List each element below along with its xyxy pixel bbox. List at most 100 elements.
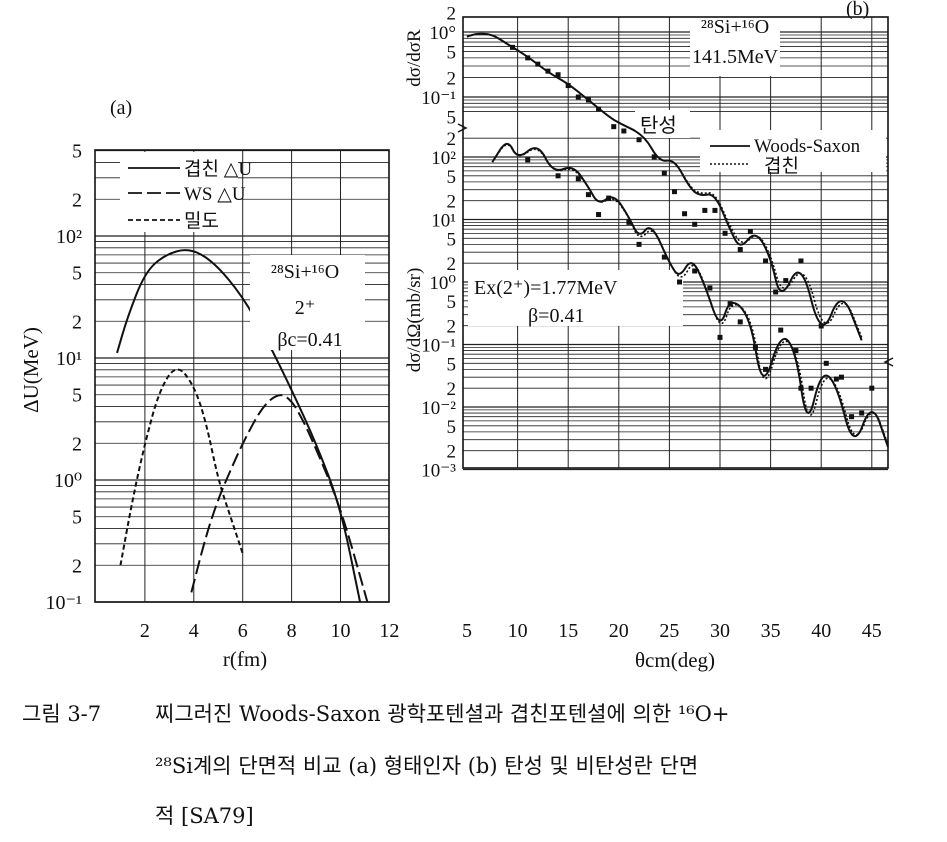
- data-point: [671, 189, 677, 195]
- annotation-background: [468, 270, 683, 326]
- inelastic-overlap-curve: [491, 144, 889, 445]
- data-point: [747, 229, 753, 235]
- data-point: [737, 247, 743, 253]
- annotation-background: [635, 110, 690, 138]
- y-tick-label: 5: [72, 263, 82, 285]
- y-tick-label-inelastic: 5: [447, 354, 457, 375]
- x-tick-label: 30: [710, 620, 730, 642]
- panel-a-state: 2⁺: [295, 297, 316, 319]
- y-tick-label-inelastic: 10⁻¹: [421, 336, 456, 357]
- y-tick-label-elastic: 2: [447, 3, 457, 24]
- y-tick-label-inelastic: 5: [447, 292, 457, 313]
- y-tick-label: 10²: [56, 226, 82, 248]
- panel-b-curves: [466, 32, 889, 448]
- legend-ws-label: WS △U: [184, 184, 246, 205]
- panel-b-xlabel: θcm(deg): [635, 648, 715, 672]
- y-tick-label: 10⁻¹: [45, 592, 82, 614]
- caption-line-3: 적 [SA79]: [155, 804, 254, 828]
- data-point: [798, 258, 804, 264]
- y-tick-label-inelastic: 10⁰: [429, 273, 456, 294]
- y-tick-label: 2: [72, 555, 82, 577]
- legend-overlap-label: 겹친: [764, 155, 799, 177]
- annotation-background: [250, 255, 365, 350]
- panel-b-ylabel-inelastic: dσ/dΩ(mb/sr): [404, 268, 425, 373]
- data-point: [727, 301, 733, 307]
- data-point: [859, 410, 865, 416]
- data-point: [626, 219, 632, 225]
- y-tick-label-inelastic: 5: [447, 167, 457, 188]
- y-tick-label-inelastic: 10⁻³: [421, 461, 456, 482]
- data-point: [661, 170, 667, 176]
- data-point: [535, 61, 541, 67]
- y-tick-label-elastic: 5: [447, 43, 457, 64]
- figure-number: 그림 3-7: [22, 702, 102, 726]
- data-point: [636, 241, 642, 247]
- data-point: [692, 268, 698, 274]
- data-point: [661, 254, 667, 260]
- data-point: [585, 97, 591, 103]
- data-point: [510, 44, 516, 50]
- x-tick-label: 25: [659, 620, 679, 642]
- panel-a: 2 4 6 8 10 12 5 2 10² 5 2 10¹ 5 2 10⁰ 5 2 10⁻¹ (a) ΔU(MeV…: [19, 97, 399, 671]
- data-point: [555, 72, 561, 78]
- panel-a-beta: βc=0.41: [277, 329, 342, 351]
- x-tick-label: 45: [862, 620, 882, 642]
- x-tick-label: 20: [609, 620, 629, 642]
- scale-break-right: [883, 357, 894, 367]
- excitation-energy: Ex(2⁺)=1.77MeV: [474, 277, 618, 299]
- x-tick-label: 10: [508, 620, 528, 642]
- panel-a-reaction: ²⁸Si+¹⁶O: [271, 261, 339, 283]
- x-tick-label: 4: [189, 620, 199, 642]
- data-point: [677, 279, 683, 285]
- data-point: [798, 385, 804, 391]
- data-point: [833, 376, 839, 382]
- data-point: [525, 157, 531, 163]
- data-point: [621, 128, 627, 134]
- data-point: [717, 334, 723, 340]
- panel-a-ticks: 2 4 6 8 10 12 5 2 10² 5 2 10¹ 5 2 10⁰ 5 2 10⁻¹: [45, 141, 399, 642]
- data-point: [545, 68, 551, 74]
- y-tick-label-inelastic: 2: [447, 442, 457, 463]
- panel-a-curves: [116, 249, 369, 603]
- data-point: [869, 385, 875, 391]
- y-tick-label-elastic: 5: [447, 108, 457, 129]
- elastic-overlap-curve: [466, 33, 863, 338]
- data-point: [596, 212, 602, 218]
- y-tick-label-elastic: 10°: [429, 23, 456, 44]
- data-point: [525, 55, 531, 61]
- panel-b-beta: β=0.41: [528, 305, 584, 327]
- y-tick-label: 5: [72, 507, 82, 529]
- annotation-background: [700, 130, 886, 172]
- data-point: [808, 385, 814, 391]
- y-tick-label-inelastic: 5: [447, 229, 457, 250]
- x-tick-label: 15: [558, 620, 578, 642]
- y-tick-label-inelastic: 2: [447, 379, 457, 400]
- panel-b: 5 10 15 20 25 30 35 40 45210°5210⁻¹5210²5210¹521…: [404, 0, 894, 672]
- panel-a-legend: 겹친 △U WS △U 밀도: [120, 152, 252, 232]
- data-point: [682, 211, 688, 217]
- annotation-background: [690, 14, 780, 76]
- x-tick-label: 10: [331, 620, 351, 642]
- x-tick-label: 35: [761, 620, 781, 642]
- y-tick-label: 2: [72, 311, 82, 333]
- caption-text-1: 찌그러진 Woods-Saxon 광학포텐셜과 겹친포텐셜에 의한 ¹⁶O+: [155, 702, 730, 726]
- legend-background: [120, 152, 238, 232]
- y-tick-label: 10⁰: [54, 470, 82, 492]
- data-point: [849, 414, 855, 420]
- x-tick-label: 12: [379, 620, 399, 642]
- scale-break-left: [457, 123, 468, 133]
- panel-b-label: (b): [846, 0, 869, 20]
- data-point: [606, 195, 612, 201]
- panel-b-reaction: ²⁸Si+¹⁶O: [701, 16, 769, 38]
- density-curve: [119, 368, 244, 566]
- data-point: [752, 344, 758, 350]
- data-point: [707, 285, 713, 291]
- data-point: [778, 327, 784, 333]
- data-point: [712, 207, 718, 213]
- legend-overlap-label: 겹친 △U: [184, 158, 252, 180]
- caption-line-2: ²⁸Si계의 단면적 비교 (a) 형태인자 (b) 탄성 및 비탄성란 단면: [155, 754, 699, 778]
- panel-b-annotation-backgrounds: [468, 14, 886, 326]
- y-tick-label: 2: [72, 433, 82, 455]
- data-point: [763, 258, 769, 264]
